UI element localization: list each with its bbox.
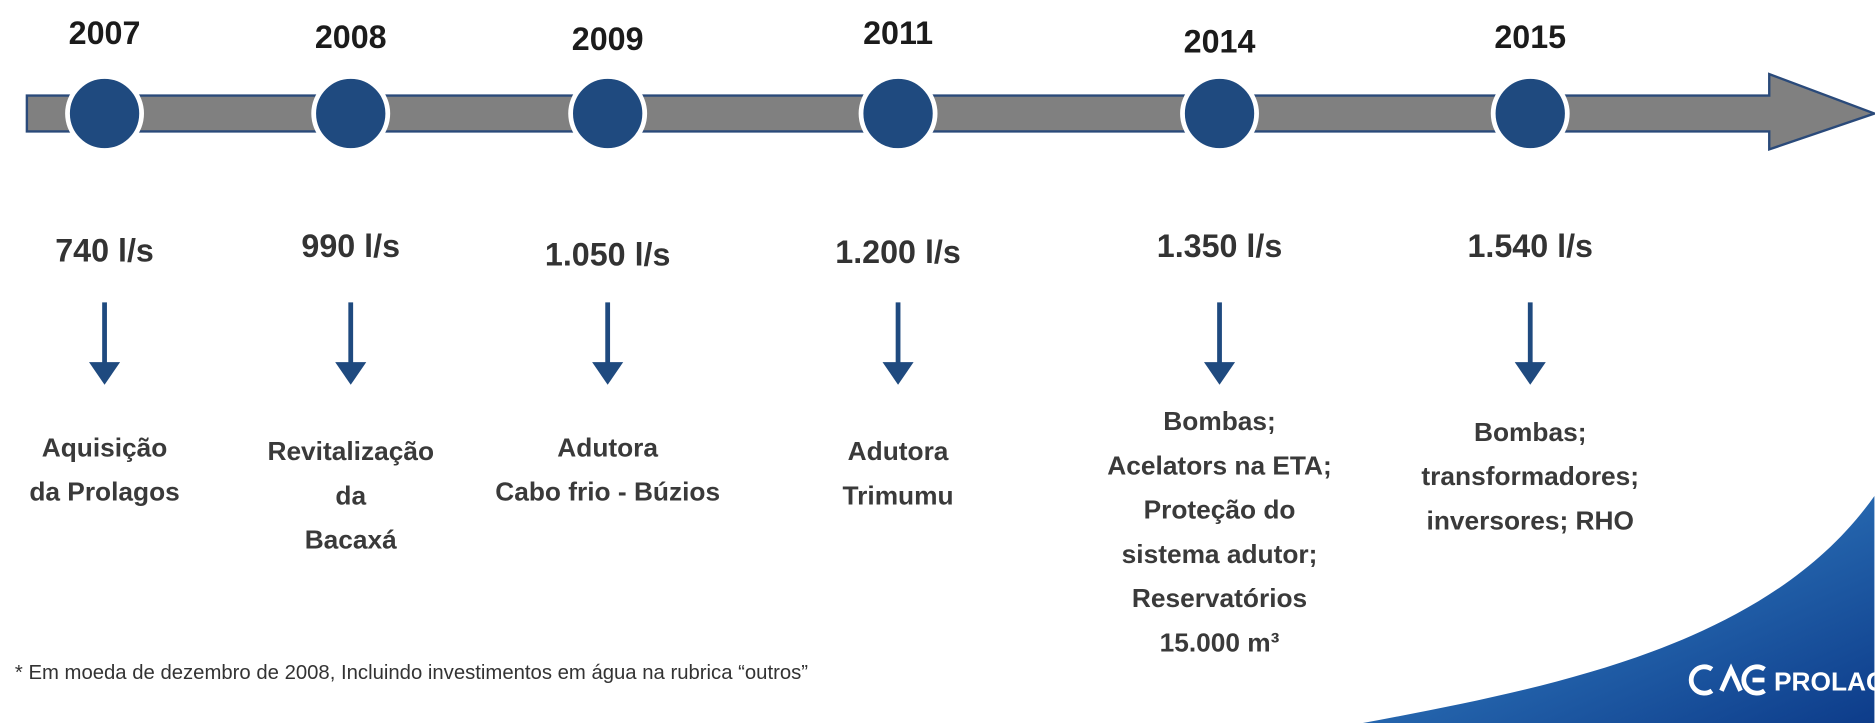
description-line: Bacaxá: [305, 525, 397, 555]
flow-label: 740 l/s: [55, 233, 154, 269]
description-line: Proteção do: [1144, 495, 1296, 525]
year-label: 2015: [1494, 19, 1566, 55]
down-arrow-head: [1203, 362, 1236, 385]
year-label: 2007: [69, 15, 141, 51]
milestone-dot: [1490, 74, 1570, 153]
description-line: Adutora: [557, 433, 658, 463]
logo-swoosh: [1362, 495, 1875, 723]
description-line: Cabo frio - Búzios: [495, 477, 720, 507]
year-label: 2009: [572, 21, 644, 57]
description-line: Adutora: [848, 436, 949, 466]
description-line: sistema adutor;: [1122, 539, 1318, 569]
description-line: da Prolagos: [29, 477, 179, 507]
description-line: Revitalização: [267, 436, 434, 466]
description-line: transformadores;: [1421, 461, 1639, 491]
description-line: inversores; RHO: [1427, 505, 1634, 535]
logo: PROLAGOS: [1688, 663, 1875, 697]
timeline-arrow: [25, 72, 1875, 152]
logo-text: PROLAGOS: [1774, 667, 1875, 697]
events: 2007 740 l/s Aquisição da Prolagos 2008 990 l…: [29, 15, 1639, 657]
flow-label: 1.050 l/s: [545, 236, 671, 272]
flow-label: 1.540 l/s: [1467, 228, 1593, 264]
down-arrow-head: [1514, 362, 1546, 385]
description-line: Bombas;: [1163, 406, 1275, 436]
down-arrow-head: [335, 362, 367, 385]
down-arrow-head: [89, 362, 121, 385]
milestone-dot: [858, 74, 938, 153]
description-line: Acelators na ETA;: [1107, 450, 1331, 480]
milestone-dot: [1180, 74, 1259, 153]
description-line: 15.000 m³: [1160, 627, 1280, 657]
milestone-dot: [65, 74, 144, 153]
milestone-dot: [568, 74, 648, 153]
down-arrow-head: [592, 362, 624, 385]
year-label: 2011: [863, 15, 933, 51]
flow-label: 990 l/s: [301, 228, 400, 264]
milestone-dot: [311, 74, 391, 153]
flow-label: 1.350 l/s: [1157, 228, 1283, 264]
year-label: 2014: [1184, 24, 1256, 60]
description-line: Trimumu: [843, 480, 954, 510]
year-label: 2008: [315, 19, 387, 55]
down-arrow-head: [882, 362, 914, 385]
description-line: da: [335, 480, 366, 510]
description-line: Bombas;: [1474, 417, 1586, 447]
logo-mark: [1688, 663, 1766, 696]
footnote: * Em moeda de dezembro de 2008, Incluind…: [15, 662, 808, 684]
description-line: Reservatórios: [1132, 583, 1307, 613]
flow-label: 1.200 l/s: [835, 234, 961, 270]
description-line: Aquisição: [42, 433, 168, 463]
